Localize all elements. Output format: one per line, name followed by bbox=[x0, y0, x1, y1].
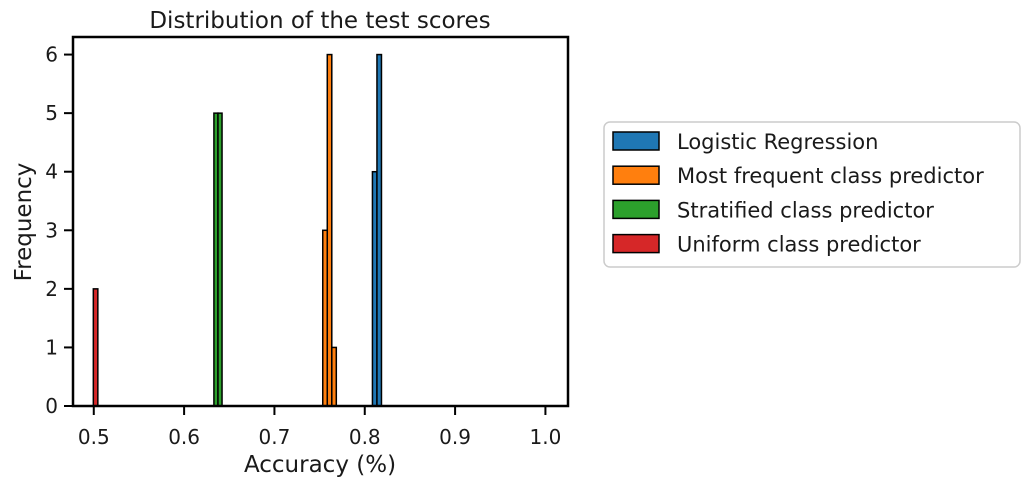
y-tick-label: 6 bbox=[45, 43, 58, 67]
plot-frame bbox=[71, 35, 570, 408]
legend-swatch bbox=[612, 233, 660, 254]
histogram-bar bbox=[331, 346, 338, 407]
y-tick-label: 4 bbox=[45, 160, 58, 184]
histogram-bar bbox=[217, 112, 223, 407]
legend-label: Uniform class predictor bbox=[677, 233, 921, 257]
x-tick-label: 0.7 bbox=[259, 425, 291, 449]
x-ticks-group: 0.5 0.6 0.7 0.8 0.9 1.0 bbox=[78, 406, 561, 449]
x-tick-label: 1.0 bbox=[530, 425, 562, 449]
y-tick-label: 0 bbox=[45, 394, 58, 418]
y-tick-label: 1 bbox=[45, 335, 58, 359]
y-tick-label: 3 bbox=[45, 218, 58, 242]
chart-title: Distribution of the test scores bbox=[149, 8, 490, 34]
legend-label: Most frequent class predictor bbox=[677, 164, 984, 188]
x-tick-label: 0.9 bbox=[439, 425, 471, 449]
x-axis-label: Accuracy (%) bbox=[244, 452, 396, 478]
legend-label: Stratified class predictor bbox=[677, 198, 934, 222]
legend: Logistic Regression Most frequent class p… bbox=[603, 121, 1021, 268]
histogram-bar bbox=[92, 288, 99, 407]
x-tick-label: 0.5 bbox=[78, 425, 110, 449]
y-axis-label: Frequency bbox=[11, 163, 37, 282]
bars-group bbox=[92, 53, 546, 407]
legend-swatch bbox=[612, 165, 660, 185]
legend-label: Logistic Regression bbox=[677, 130, 878, 154]
y-tick-label: 2 bbox=[45, 277, 58, 301]
y-tick-label: 5 bbox=[45, 101, 58, 125]
legend-swatch bbox=[612, 131, 660, 151]
y-ticks-group: 0 1 2 3 4 5 6 bbox=[45, 43, 73, 418]
x-tick-label: 0.6 bbox=[168, 425, 200, 449]
x-tick-label: 0.8 bbox=[349, 425, 381, 449]
histogram-bar bbox=[376, 53, 383, 407]
legend-swatch bbox=[612, 199, 660, 220]
legend-frame bbox=[603, 121, 1021, 268]
